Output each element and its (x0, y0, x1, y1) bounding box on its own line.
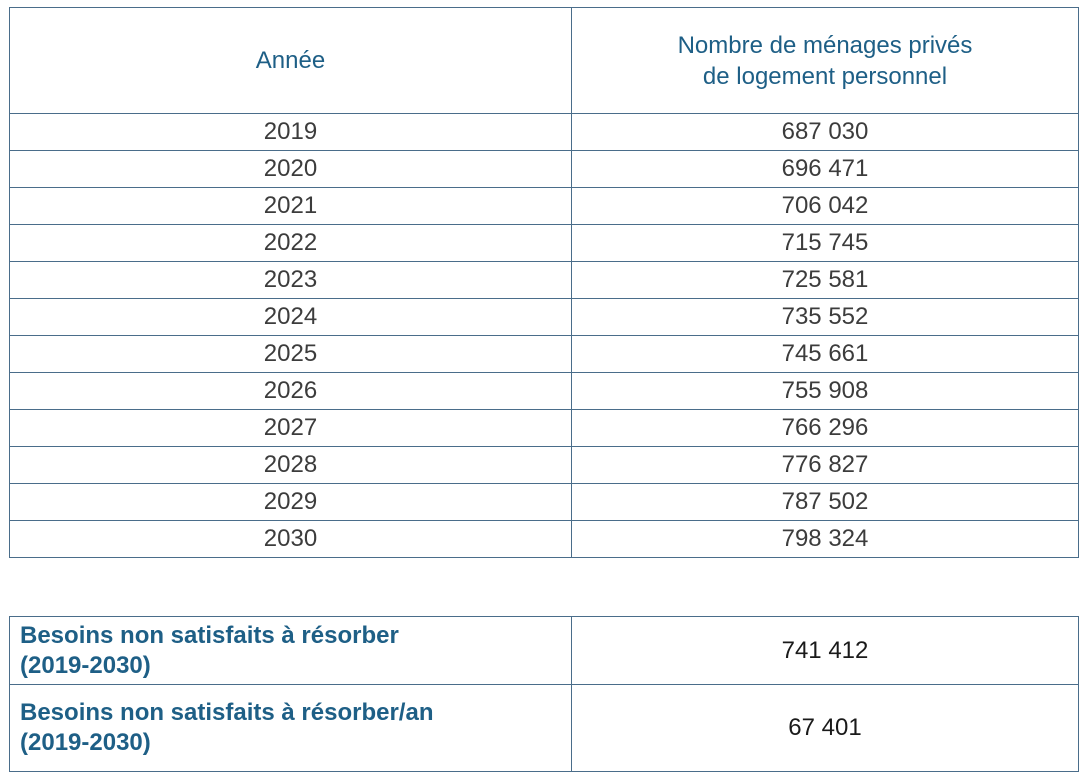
households-cell: 696 471 (571, 150, 1079, 188)
table-row: 2030 798 324 (9, 520, 1079, 558)
households-cell: 706 042 (571, 187, 1079, 225)
summary-row-per-year: Besoins non satisfaits à résorber/an (20… (9, 684, 1079, 772)
table-row: 2020 696 471 (9, 150, 1079, 188)
households-header-line2: de logement personnel (702, 62, 948, 90)
year-cell: 2027 (9, 409, 572, 447)
households-column-header: Nombre de ménages privés de logement per… (571, 7, 1079, 114)
needs-summary-table: Besoins non satisfaits à résorber (2019-… (9, 616, 1079, 772)
summary-value: 741 412 (571, 616, 1079, 685)
households-cell: 776 827 (571, 446, 1079, 484)
table-row: 2024 735 552 (9, 298, 1079, 336)
table-row: 2028 776 827 (9, 446, 1079, 484)
year-cell: 2020 (9, 150, 572, 188)
table-header-row: Année Nombre de ménages privés de logeme… (9, 7, 1079, 114)
summary-row-total: Besoins non satisfaits à résorber (2019-… (9, 616, 1079, 685)
households-header-line1: Nombre de ménages privés (677, 31, 973, 59)
households-cell: 687 030 (571, 113, 1079, 151)
households-cell: 787 502 (571, 483, 1079, 521)
summary-label-line2: (2019-2030) (20, 729, 151, 756)
year-cell: 2023 (9, 261, 572, 299)
households-table: Année Nombre de ménages privés de logeme… (9, 7, 1079, 558)
year-cell: 2022 (9, 224, 572, 262)
table-row: 2023 725 581 (9, 261, 1079, 299)
summary-label: Besoins non satisfaits à résorber (2019-… (9, 616, 572, 685)
year-cell: 2029 (9, 483, 572, 521)
year-cell: 2024 (9, 298, 572, 336)
summary-label-line1: Besoins non satisfaits à résorber/an (20, 699, 434, 726)
households-cell: 735 552 (571, 298, 1079, 336)
summary-value: 67 401 (571, 684, 1079, 772)
year-cell: 2021 (9, 187, 572, 225)
summary-label-line1: Besoins non satisfaits à résorber (20, 621, 399, 649)
summary-label: Besoins non satisfaits à résorber/an (20… (9, 684, 572, 772)
table-row: 2022 715 745 (9, 224, 1079, 262)
year-cell: 2028 (9, 446, 572, 484)
households-cell: 755 908 (571, 372, 1079, 410)
table-row: 2019 687 030 (9, 113, 1079, 151)
table-row: 2021 706 042 (9, 187, 1079, 225)
households-cell: 745 661 (571, 335, 1079, 373)
year-cell: 2026 (9, 372, 572, 410)
table-row: 2026 755 908 (9, 372, 1079, 410)
table-row: 2029 787 502 (9, 483, 1079, 521)
households-cell: 715 745 (571, 224, 1079, 262)
table-row: 2027 766 296 (9, 409, 1079, 447)
summary-label-line2: (2019-2030) (20, 651, 151, 679)
year-cell: 2019 (9, 113, 572, 151)
year-cell: 2025 (9, 335, 572, 373)
year-column-header: Année (9, 7, 572, 114)
households-cell: 725 581 (571, 261, 1079, 299)
year-cell: 2030 (9, 520, 572, 558)
table-row: 2025 745 661 (9, 335, 1079, 373)
households-cell: 766 296 (571, 409, 1079, 447)
households-cell: 798 324 (571, 520, 1079, 558)
